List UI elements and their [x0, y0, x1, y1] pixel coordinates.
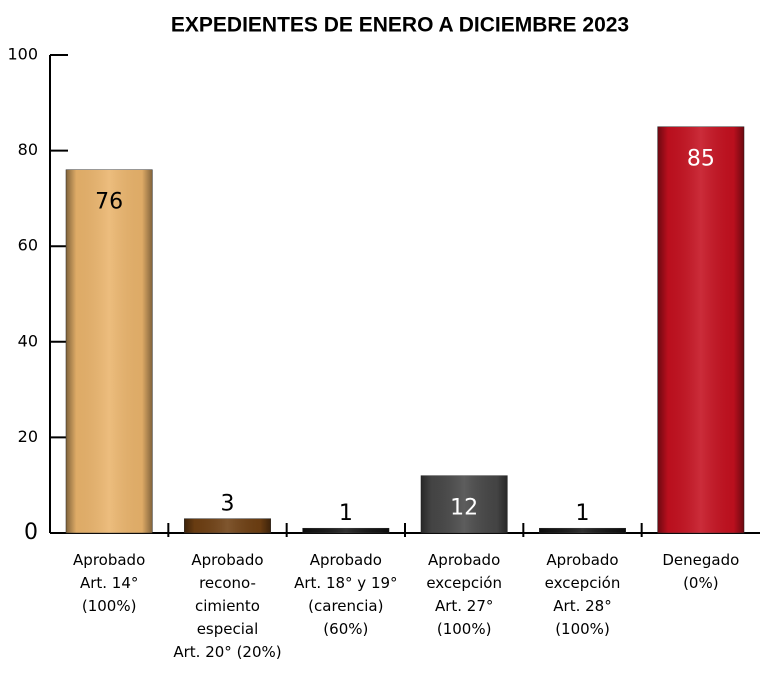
x-tick-label-line: excepción [426, 574, 502, 592]
x-tick-label-line: Art. 18° y 19° [294, 574, 397, 592]
bar-shade [539, 528, 626, 533]
x-tick-label: Aprobado excepción Art. 28° (100%) [545, 551, 621, 638]
value-label: 85 [687, 147, 715, 172]
x-tick-label: Aprobado Art. 14° (100%) [73, 551, 145, 615]
value-label: 3 [221, 492, 235, 517]
bar-shade [420, 475, 508, 533]
y-tick-label: 60 [18, 236, 38, 255]
x-tick-label-line: especial [197, 620, 259, 638]
x-tick-label: Aprobado recono-cimiento especial Art. 20° … [173, 551, 281, 661]
x-tick-label-line: Art. 27° [435, 597, 493, 615]
x-tick-label-line: Denegado [662, 551, 739, 569]
value-label: 1 [576, 501, 590, 526]
bar-shade [65, 169, 153, 533]
x-tick-label-line: (60%) [323, 620, 368, 638]
x-tick-label-line: Aprobado [310, 551, 382, 569]
x-tick-label-line: (100%) [555, 620, 610, 638]
x-tick-label-line: (100%) [82, 597, 137, 615]
bar-shade [184, 518, 271, 533]
x-tick-label-line: (0%) [683, 574, 719, 592]
x-tick-label-line: Aprobado [191, 551, 263, 569]
x-tick-label-line: excepción [545, 574, 621, 592]
value-label: 1 [339, 501, 353, 526]
x-tick-label-line: Aprobado [546, 551, 618, 569]
x-tick-label: Aprobado excepción Art. 27° (100%) [426, 551, 502, 638]
y-tick-label: 100 [7, 45, 38, 64]
y-tick-label: 0 [24, 520, 38, 545]
bar-shade [657, 126, 745, 533]
y-tick-label: 40 [18, 331, 38, 350]
x-tick-label-line: Art. 14° [80, 574, 138, 592]
x-tick-label-line: Aprobado [428, 551, 500, 569]
x-tick-label: Denegado (0%) [662, 551, 739, 592]
bar-shade [302, 528, 390, 533]
x-tick-label: Aprobado Art. 18° y 19° (carencia) (60%) [294, 551, 397, 638]
x-tick-label-line: cimiento [195, 597, 260, 615]
x-tick-label-line: (carencia) [308, 597, 383, 615]
x-tick-label-line: (100%) [437, 620, 492, 638]
value-label: 12 [450, 496, 478, 521]
y-tick-label: 20 [18, 427, 38, 446]
y-tick-label: 80 [18, 140, 38, 159]
value-label: 76 [95, 190, 123, 215]
chart-title: EXPEDIENTES DE ENERO A DICIEMBRE 2023 [171, 14, 629, 37]
x-tick-label-line: recono- [199, 574, 256, 592]
x-tick-label-line: Aprobado [73, 551, 145, 569]
x-tick-label-line: Art. 20° (20%) [173, 643, 281, 661]
x-tick-label-line: Art. 28° [553, 597, 611, 615]
